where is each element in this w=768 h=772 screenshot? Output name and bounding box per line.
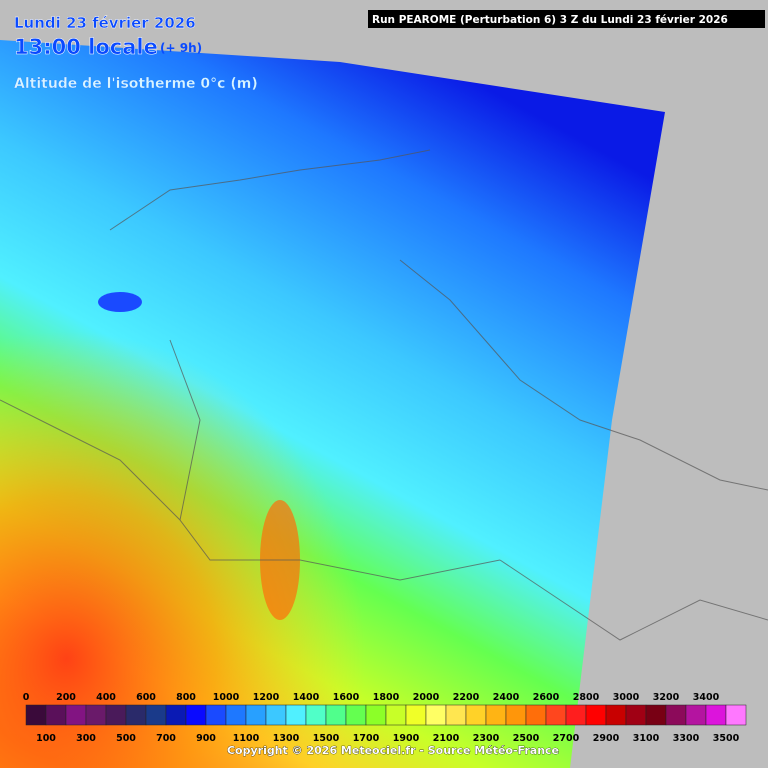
run-box bbox=[368, 10, 765, 28]
legend-swatch bbox=[165, 704, 187, 726]
legend-label: 2100 bbox=[433, 733, 460, 744]
legend-swatch bbox=[105, 704, 127, 726]
legend-label: 1000 bbox=[213, 692, 240, 703]
legend-swatch bbox=[45, 704, 67, 726]
legend-swatch bbox=[245, 704, 267, 726]
legend-label: 2900 bbox=[593, 733, 620, 744]
legend-swatch bbox=[605, 704, 627, 726]
legend-swatch bbox=[425, 704, 447, 726]
date-label: Lundi 23 février 2026 bbox=[14, 14, 196, 32]
legend-label: 300 bbox=[76, 733, 96, 744]
legend-swatch bbox=[225, 704, 247, 726]
legend-label: 2000 bbox=[413, 692, 440, 703]
legend-swatch bbox=[685, 704, 707, 726]
legend-label: 1700 bbox=[353, 733, 380, 744]
legend-label: 2700 bbox=[553, 733, 580, 744]
legend-swatch bbox=[625, 704, 647, 726]
legend-swatch bbox=[645, 704, 667, 726]
lead-label: (+ 9h) bbox=[160, 41, 202, 55]
legend-swatch bbox=[185, 704, 207, 726]
legend-swatch bbox=[725, 704, 747, 726]
legend-swatch bbox=[445, 704, 467, 726]
border bbox=[399, 259, 768, 491]
legend-swatch bbox=[385, 704, 407, 726]
time-label: 13:00 locale bbox=[14, 35, 158, 59]
legend-swatch bbox=[705, 704, 727, 726]
copyright: Copyright © 2026 Meteociel.fr - Source M… bbox=[227, 744, 559, 757]
legend-swatch bbox=[545, 704, 567, 726]
legend-label: 500 bbox=[116, 733, 136, 744]
legend-label: 2500 bbox=[513, 733, 540, 744]
cold-spot bbox=[98, 292, 142, 312]
legend-label: 1800 bbox=[373, 692, 400, 703]
legend-label: 3200 bbox=[653, 692, 680, 703]
legend-label: 200 bbox=[56, 692, 76, 703]
legend-label: 1200 bbox=[253, 692, 280, 703]
legend-swatch bbox=[85, 704, 107, 726]
coastline bbox=[109, 149, 431, 231]
legend-label: 1400 bbox=[293, 692, 320, 703]
legend-label: 1500 bbox=[313, 733, 340, 744]
legend-swatch bbox=[365, 704, 387, 726]
legend-label: 600 bbox=[136, 692, 156, 703]
map-title: Altitude de l'isotherme 0°c (m) bbox=[14, 76, 258, 92]
legend-swatch bbox=[585, 704, 607, 726]
legend-label: 1600 bbox=[333, 692, 360, 703]
legend-label: 2200 bbox=[453, 692, 480, 703]
legend-swatch bbox=[285, 704, 307, 726]
border bbox=[169, 339, 501, 581]
border bbox=[0, 399, 181, 521]
legend-swatch bbox=[25, 704, 47, 726]
legend-swatch bbox=[345, 704, 367, 726]
legend-label: 1100 bbox=[233, 733, 260, 744]
legend-swatch bbox=[525, 704, 547, 726]
legend-label: 1300 bbox=[273, 733, 300, 744]
legend-label: 3300 bbox=[673, 733, 700, 744]
legend-label: 100 bbox=[36, 733, 56, 744]
legend-label: 800 bbox=[176, 692, 196, 703]
legend-swatch bbox=[205, 704, 227, 726]
legend-swatch bbox=[505, 704, 527, 726]
legend-label: 0 bbox=[23, 692, 30, 703]
warm-zone bbox=[0, 40, 665, 768]
legend-label: 3000 bbox=[613, 692, 640, 703]
legend-label: 3100 bbox=[633, 733, 660, 744]
border bbox=[499, 559, 768, 641]
legend-swatch bbox=[125, 704, 147, 726]
legend-swatch bbox=[65, 704, 87, 726]
borders bbox=[0, 149, 768, 641]
legend-label: 2300 bbox=[473, 733, 500, 744]
legend-swatch bbox=[465, 704, 487, 726]
legend-swatch bbox=[405, 704, 427, 726]
legend-label: 2800 bbox=[573, 692, 600, 703]
legend-label: 1900 bbox=[393, 733, 420, 744]
legend-swatch bbox=[145, 704, 167, 726]
legend-swatch bbox=[265, 704, 287, 726]
run-label: Run PEAROME (Perturbation 6) 3 Z du Lund… bbox=[372, 14, 728, 26]
legend-label: 700 bbox=[156, 733, 176, 744]
legend-label: 3500 bbox=[713, 733, 740, 744]
legend-swatch bbox=[565, 704, 587, 726]
legend-label: 2600 bbox=[533, 692, 560, 703]
legend-swatch bbox=[305, 704, 327, 726]
legend-label: 900 bbox=[196, 733, 216, 744]
legend-label: 400 bbox=[96, 692, 116, 703]
legend-label: 3400 bbox=[693, 692, 720, 703]
legend-swatch bbox=[325, 704, 347, 726]
legend-swatch bbox=[485, 704, 507, 726]
legend-swatch bbox=[665, 704, 687, 726]
legend-label: 2400 bbox=[493, 692, 520, 703]
